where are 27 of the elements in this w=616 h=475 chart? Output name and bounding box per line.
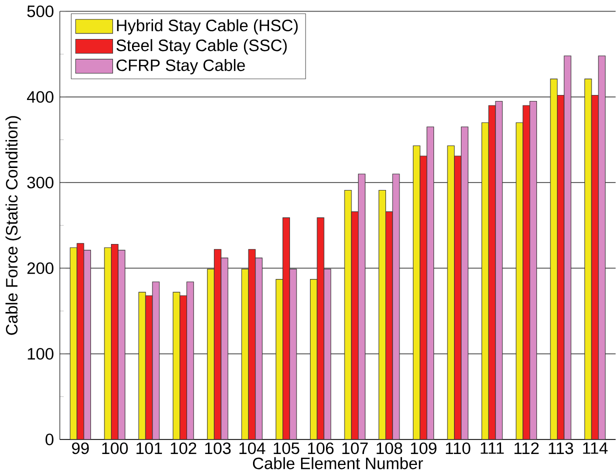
x-tick-label: 109 xyxy=(410,442,436,454)
y-tick-label: 100 xyxy=(28,348,54,360)
y-tick-label: 500 xyxy=(27,6,54,18)
x-tick-label: 104 xyxy=(239,442,266,454)
x-tick-label: 112 xyxy=(514,442,539,454)
x-tick-label: 99 xyxy=(72,442,89,454)
x-tick-label: 107 xyxy=(342,442,368,454)
y-tick-label: 300 xyxy=(27,176,54,189)
y-tick-label: 0 xyxy=(46,434,54,446)
x-tick-label: 105 xyxy=(274,442,300,454)
x-tick-label: 111 xyxy=(480,442,504,454)
x-tick-label: 113 xyxy=(548,442,574,454)
x-tick-label: 100 xyxy=(102,442,128,454)
legend-label: CFRP Stay Cable xyxy=(116,59,245,74)
x-tick-label: 102 xyxy=(170,442,196,454)
y-tick-label: 400 xyxy=(26,91,54,103)
legend-label: Steel Stay Cable (SSC) xyxy=(116,39,287,55)
x-tick-label: 110 xyxy=(446,442,470,454)
x-tick-label: 106 xyxy=(308,442,334,454)
legend-label: Hybrid Stay Cable (HSC) xyxy=(117,19,298,35)
x-tick-label: 103 xyxy=(205,442,231,454)
x-tick-label: 108 xyxy=(376,442,402,454)
x-tick-label: 114 xyxy=(583,442,608,454)
x-tick-label: 101 xyxy=(136,442,162,454)
y-tick-label: 200 xyxy=(27,262,54,274)
y-axis-title: Cable Force (Static Condition) xyxy=(6,116,21,335)
x-axis-title: Cable Element Number xyxy=(252,457,423,470)
